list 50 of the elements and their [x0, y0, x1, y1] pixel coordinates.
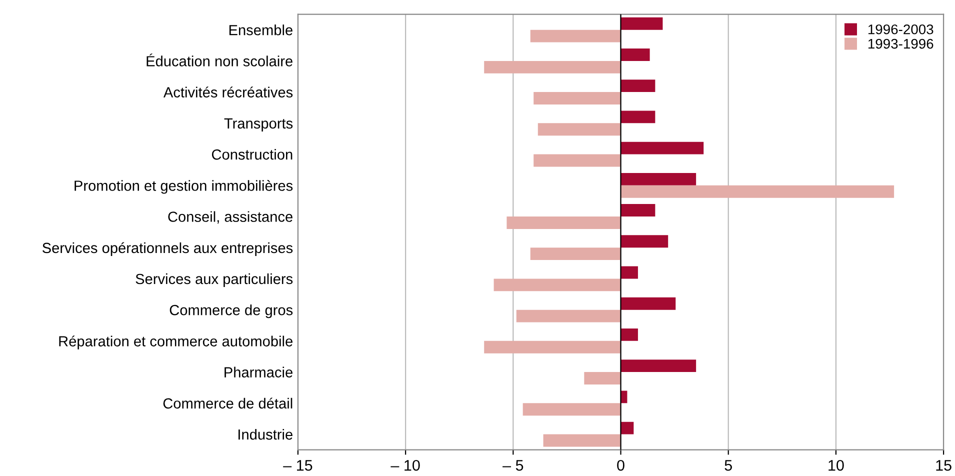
x-tick-label: – 5	[502, 460, 524, 471]
bar	[494, 278, 621, 292]
y-tick-label: Construction	[212, 148, 292, 160]
bar	[620, 110, 656, 124]
y-tick-label: Industrie	[238, 428, 292, 440]
bar	[620, 185, 894, 198]
bar	[620, 266, 638, 279]
y-tick-label: Commerce de gros	[170, 304, 293, 318]
bar	[620, 328, 638, 341]
bar	[484, 340, 621, 354]
bar	[534, 92, 621, 104]
bar	[620, 142, 704, 154]
y-tick-label: Commerce de détail	[163, 398, 292, 409]
x-tick-label: – 15	[283, 460, 312, 471]
bar	[620, 422, 634, 434]
y-tick-label: Éducation non scolaire	[146, 54, 292, 66]
y-tick-label: Pharmacie	[224, 366, 292, 378]
x-tick-label: 5	[724, 460, 732, 471]
bar	[538, 123, 621, 136]
legend-label: 1996-2003	[868, 24, 934, 34]
y-tick-label: Réparation et commerce automobile	[59, 336, 292, 350]
bar	[516, 310, 621, 322]
bar	[530, 30, 621, 42]
y-tick-label: Transports	[224, 118, 293, 132]
bar	[620, 80, 656, 92]
bar	[584, 372, 621, 384]
bar	[543, 434, 621, 447]
y-tick-label: Promotion et gestion immobilières	[74, 180, 293, 194]
bar	[620, 204, 656, 216]
bar	[620, 172, 696, 186]
bar	[522, 403, 621, 416]
bar	[530, 248, 621, 260]
x-tick-label: 10	[828, 460, 844, 471]
bar	[534, 154, 621, 167]
legend-label: 1993-1996	[868, 38, 934, 49]
bar	[484, 60, 621, 74]
bar	[620, 17, 663, 30]
x-tick-label: – 10	[390, 460, 420, 471]
y-tick-label: Services opérationnels aux entreprises	[42, 242, 293, 256]
y-tick-label: Conseil, assistance	[168, 211, 292, 224]
bar	[620, 360, 696, 372]
bar	[620, 235, 668, 248]
y-tick-label: Ensemble	[229, 24, 292, 36]
x-tick-label: 0	[617, 460, 624, 471]
bar	[620, 297, 676, 310]
bar	[506, 216, 621, 229]
y-tick-label: Activités récréatives	[163, 86, 293, 98]
x-tick-label: 15	[936, 460, 952, 471]
bar	[620, 48, 650, 61]
y-tick-label: Services aux particuliers	[136, 273, 293, 288]
